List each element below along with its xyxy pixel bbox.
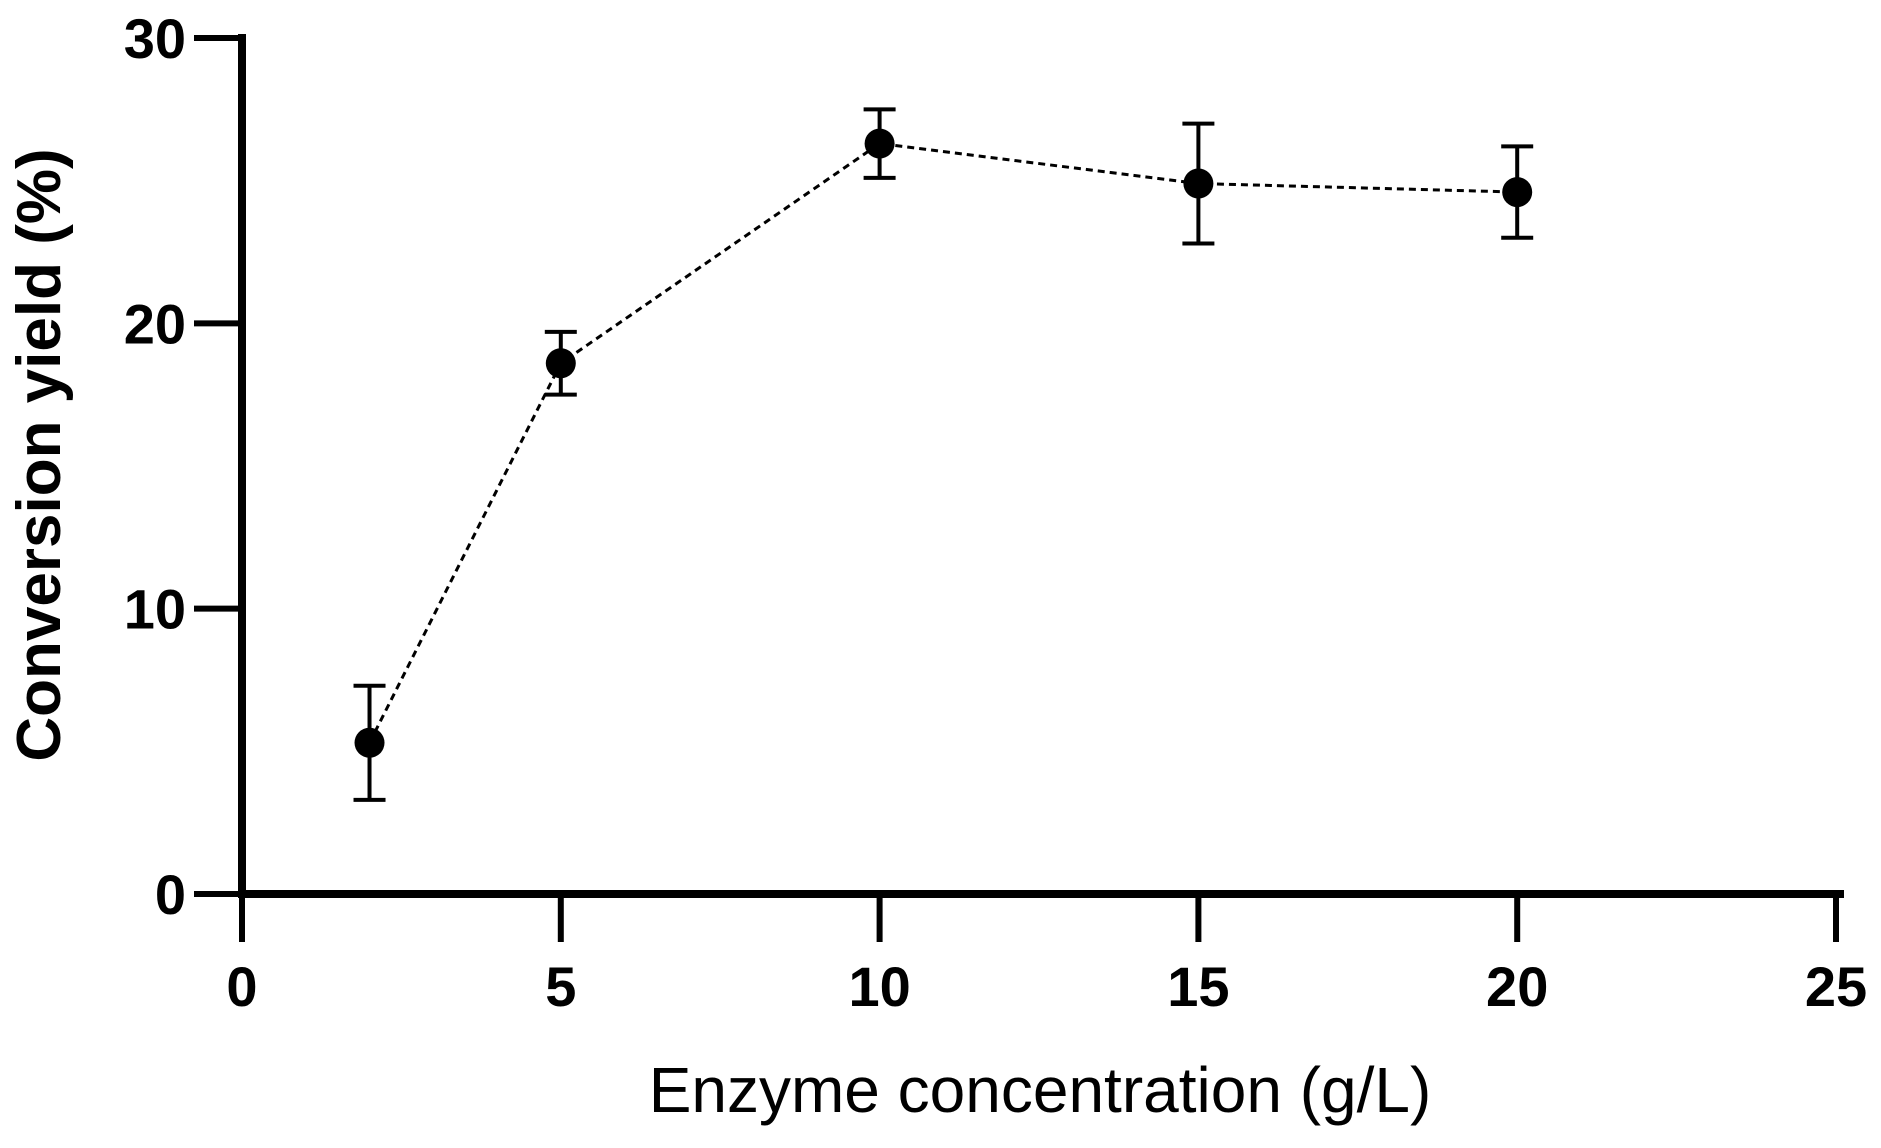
data-point [354,727,385,758]
x-tick-label: 25 [1805,955,1867,1018]
data-point [1183,168,1214,199]
y-axis-title: Conversion yield (%) [5,148,74,761]
y-tick-label: 30 [124,7,186,70]
data-point [1502,177,1533,208]
data-point [864,128,895,159]
x-tick-label: 20 [1486,955,1548,1018]
x-axis-title: Enzyme concentration (g/L) [649,1054,1432,1126]
x-tick-label: 15 [1167,955,1229,1018]
plot-area [353,107,1534,802]
y-tick-label: 10 [124,578,186,641]
x-tick-label: 0 [226,955,257,1018]
y-axis: 0 10 20 30 [124,7,246,926]
x-tick-label: 5 [545,955,576,1018]
series-line [368,142,1518,744]
data-point [545,348,576,379]
x-tick-label: 10 [848,955,910,1018]
y-tick-label: 20 [124,292,186,355]
x-axis: 0 5 10 15 20 25 [226,890,1867,1018]
y-tick-label: 0 [155,863,186,926]
